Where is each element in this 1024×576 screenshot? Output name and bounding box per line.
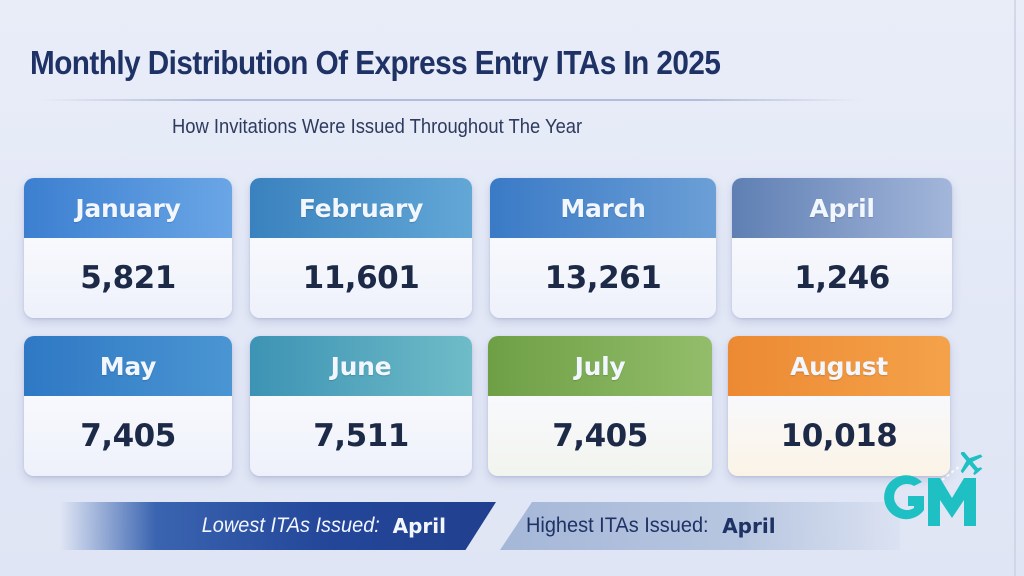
month-value: 10,018 [728,396,950,476]
lowest-itas-banner: Lowest ITAs Issued: April [60,502,496,550]
month-card-january: January 5,821 [24,178,232,318]
month-card-may: May 7,405 [24,336,232,476]
month-value: 11,601 [250,238,472,318]
month-label: August [728,336,950,396]
month-value: 5,821 [24,238,232,318]
month-value: 1,246 [732,238,952,318]
airplane-icon [960,451,983,476]
month-label: March [490,178,716,238]
frame-edge-line [1014,0,1016,576]
month-label: May [24,336,232,396]
page-subtitle: How Invitations Were Issued Throughout T… [172,116,583,138]
highest-itas-banner: Highest ITAs Issued: April [500,502,900,550]
title-divider [40,99,860,101]
month-card-july: July 7,405 [488,336,712,476]
month-card-february: February 11,601 [250,178,472,318]
highest-itas-label: Highest ITAs Issued: [526,514,709,537]
month-value: 7,405 [488,396,712,476]
lowest-itas-label: Lowest ITAs Issued: [201,514,380,537]
month-label: January [24,178,232,238]
gm-logo [878,451,996,538]
lowest-itas-value: April [392,514,446,538]
highest-itas-value: April [722,514,776,538]
month-label: February [250,178,472,238]
month-value: 7,405 [24,396,232,476]
month-label: April [732,178,952,238]
month-card-april: April 1,246 [732,178,952,318]
month-value: 7,511 [250,396,472,476]
month-label: July [488,336,712,396]
gm-logo-mark [884,451,983,526]
month-card-june: June 7,511 [250,336,472,476]
month-card-august: August 10,018 [728,336,950,476]
month-card-march: March 13,261 [490,178,716,318]
page-title: Monthly Distribution Of Express Entry IT… [30,44,721,81]
month-label: June [250,336,472,396]
month-value: 13,261 [490,238,716,318]
